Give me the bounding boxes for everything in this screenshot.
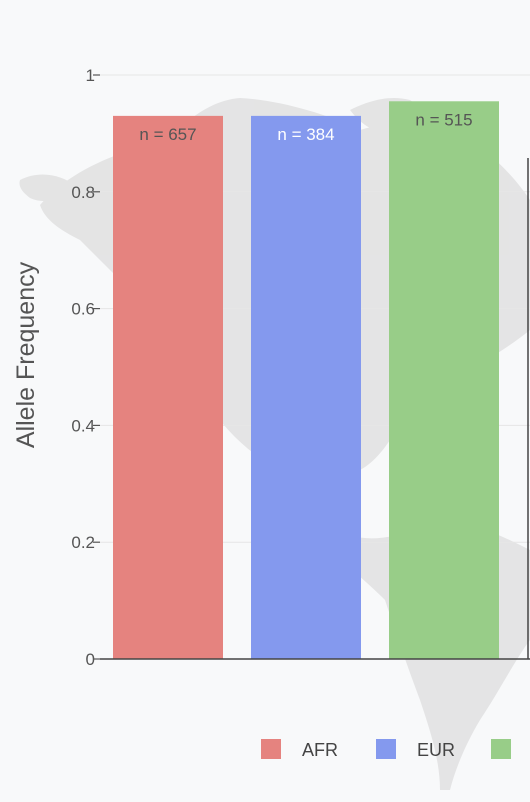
y-tick-labels: 0 0.2 0.4 0.6 0.8 1 [71,66,100,669]
bar-amr [389,101,499,659]
bar-annotation: n = 384 [277,125,334,144]
bar-afr [113,115,223,659]
y-tick-label: 0.8 [71,183,95,202]
bar-annotation: n = 657 [139,125,196,144]
y-axis-label: Allele Frequency [12,261,40,448]
legend-label: AFR [302,740,338,760]
y-tick-label: 0.6 [71,300,95,319]
legend-label: EUR [417,740,455,760]
legend: AFR EUR [261,739,511,760]
legend-swatch [376,739,396,759]
legend-swatch [491,739,511,759]
legend-swatch [261,739,281,759]
bar-eur [251,115,361,659]
y-tick-label: 0 [86,650,95,669]
y-tick-label: 1 [86,66,95,85]
bar-annotation: n = 515 [415,110,472,129]
y-tick-label: 0.4 [71,416,95,435]
y-tick-label: 0.2 [71,533,95,552]
bars [113,101,499,659]
bar-annotations: n = 657 n = 384 n = 515 [139,110,472,144]
